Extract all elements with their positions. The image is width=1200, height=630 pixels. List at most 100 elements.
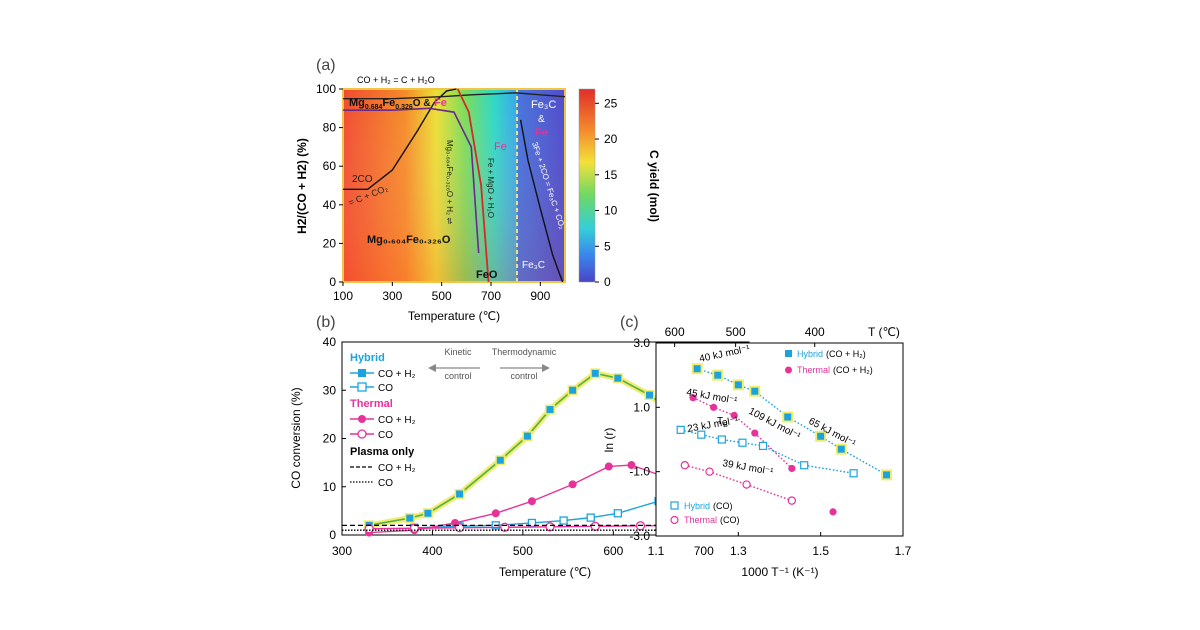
legend-marker [357, 382, 367, 392]
y-axis-label-b: CO conversion (%) [289, 387, 303, 488]
y-tick-label: 20 [323, 236, 337, 250]
panel-label-b: (b) [316, 314, 336, 331]
plot-area-c [676, 363, 893, 516]
data-point [689, 394, 697, 402]
colorbar-tick-label: 15 [604, 168, 618, 182]
data-point [590, 521, 600, 531]
data-point [788, 464, 796, 473]
fe3c-region [517, 89, 565, 282]
label-fe3c-bottom: Fe₃C [522, 260, 545, 271]
y-tick-label: 3.0 [633, 336, 650, 350]
legend-text: CO + H₂ [378, 369, 416, 380]
x-axis-label-c: 1000 T⁻¹ (K⁻¹) [741, 565, 818, 579]
legend-plasma-title: Plasma only [350, 446, 415, 458]
legend-text: Hybrid (CO) [684, 501, 733, 511]
x-axis-label-b: Temperature (℃) [499, 565, 591, 579]
x-tick-label: 100 [333, 289, 353, 303]
x-axis-label-a: Temperature (℃) [408, 309, 500, 323]
colorbar-tick-label: 5 [604, 239, 611, 253]
data-point [523, 432, 531, 440]
data-point [829, 508, 837, 516]
colorbar-label: C yield (mol) [647, 150, 661, 222]
data-point [697, 430, 706, 439]
top-equation: CO + H₂ = C + H₂O [357, 75, 435, 85]
label-fe3c-top: Fe₃C [531, 99, 556, 111]
legend-text: CO + H₂ [378, 463, 416, 474]
data-point [837, 445, 845, 453]
legend-text: Hybrid (CO + H₂) [797, 349, 866, 359]
label-fe-mgo: Fe + MgO + H₂O [486, 158, 495, 218]
legend-text: Thermal (CO + H₂) [797, 365, 873, 375]
axes-a: 100 300 500 700 900 0 20 40 60 80 100 [316, 82, 551, 303]
panel-label-c: (c) [620, 314, 639, 331]
data-point [849, 469, 858, 478]
tb-label: TB [717, 416, 728, 429]
data-point [491, 509, 500, 518]
data-point [800, 461, 809, 470]
label-mg-bottom: Mg₀.₆₀₄Fe₀.₃₂₆O [367, 234, 451, 246]
x-tick-label: 700 [694, 544, 714, 558]
y-tick-label: 80 [323, 121, 337, 135]
kinetic-label-1: Kinetic [444, 347, 472, 357]
data-point [627, 461, 636, 470]
data-point [527, 497, 536, 506]
y-tick-label: -1.0 [629, 465, 650, 479]
colorbar-tick-label: 20 [604, 132, 618, 146]
legend-text: CO [378, 383, 393, 394]
data-point [693, 365, 701, 373]
legend-c-hybrid-co-h2: Hybrid (CO + H₂) [785, 349, 866, 359]
data-point [710, 403, 718, 411]
data-point [559, 516, 568, 525]
label-fe-pink-right: Fe [535, 127, 548, 139]
y-tick-label: 0 [329, 528, 336, 542]
data-point [568, 480, 577, 489]
x-tick-label: 500 [513, 544, 533, 558]
boundary-boudouard [343, 88, 457, 191]
legend-c-thermal-co: Thermal (CO) [670, 515, 740, 525]
boundary-purple-to-feo [343, 107, 480, 254]
x-tick-label: 700 [481, 289, 501, 303]
x-tick-label: 600 [603, 544, 623, 558]
data-point [784, 413, 792, 421]
series-line-thermal-co-h2 [369, 464, 745, 534]
legend-text: CO [378, 430, 393, 441]
y-tick-label: 60 [323, 159, 337, 173]
series-line-thermal-co-h2- [692, 397, 793, 469]
legend-hybrid-title: Hybrid [350, 352, 385, 364]
data-point [787, 496, 797, 505]
data-point [734, 381, 742, 389]
data-point [742, 480, 751, 489]
y-tick-label: 40 [323, 198, 337, 212]
legend-thermal-title: Thermal [350, 398, 393, 410]
legend-hybrid-co: CO [350, 382, 393, 394]
data-point [646, 391, 654, 399]
y-tick-label: 1.0 [633, 400, 650, 414]
x-tick-label: 1.5 [812, 544, 829, 558]
plot-frame-c [655, 342, 904, 537]
data-point [546, 406, 554, 414]
legend-c-thermal-co-h2: Thermal (CO + H₂) [785, 365, 873, 375]
data-point [817, 432, 825, 440]
legend-plasma-co: CO [350, 478, 393, 489]
data-point [751, 387, 759, 395]
axes-c: 1.1 1.3 1.5 1.7 -3.0 -1.0 1.0 3.0 600 500 400 [629, 325, 911, 558]
y-tick-label: 100 [316, 82, 336, 96]
panel-label-a: (a) [316, 57, 336, 74]
label-fe-mid: Fe [494, 141, 507, 153]
x-tick-label: 400 [422, 544, 442, 558]
top-tick-label: 400 [805, 325, 825, 339]
panel-a: (a) CO + H₂ = C + H₂O Mg0.684Fe0.326O & … [295, 57, 661, 323]
label-2co: 2CO [352, 174, 373, 185]
legend-marker [670, 501, 679, 510]
colorbar [578, 88, 596, 283]
y-tick-label: 20 [323, 432, 337, 446]
boundary-mg-top-line [343, 92, 566, 100]
legend-text: CO [378, 478, 393, 489]
data-point [680, 461, 690, 470]
data-point [738, 438, 747, 447]
data-point [406, 514, 414, 522]
colorbar-tick-label: 25 [604, 96, 618, 110]
x-tick-label: 1.7 [895, 544, 912, 558]
data-point [591, 369, 599, 377]
